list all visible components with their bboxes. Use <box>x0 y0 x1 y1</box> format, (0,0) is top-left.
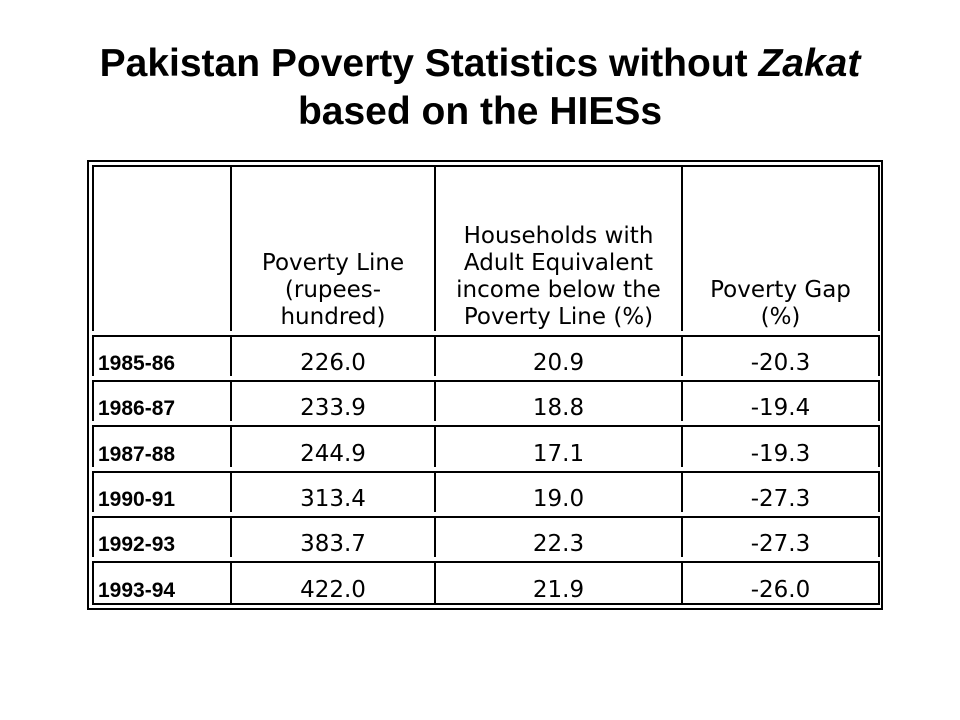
table-body: 1985-86 226.0 20.9 -20.3 1986-87 233.9 18.8 -19… <box>92 331 880 605</box>
households-below-line-cell: 17.1 <box>434 425 681 467</box>
header-poverty-line: Poverty Line (rupees-hundred) <box>230 165 434 331</box>
header-poverty-gap: Poverty Gap (%) <box>681 165 880 331</box>
table-row: 1993-94 422.0 21.9 -26.0 <box>92 560 880 605</box>
households-below-line-cell: 18.8 <box>434 380 681 422</box>
poverty-gap-cell: -19.4 <box>681 380 880 422</box>
poverty-line-cell: 244.9 <box>230 425 434 467</box>
header-households-below-line: Households with Adult Equivalent income … <box>434 165 681 331</box>
table-row: 1990-91 313.4 19.0 -27.3 <box>92 470 880 512</box>
table-row: 1985-86 226.0 20.9 -20.3 <box>92 335 880 377</box>
households-below-line-cell: 22.3 <box>434 515 681 557</box>
poverty-line-cell: 313.4 <box>230 470 434 512</box>
header-year-cell <box>92 165 230 331</box>
year-cell: 1986-87 <box>92 380 230 422</box>
poverty-line-cell: 422.0 <box>230 560 434 605</box>
poverty-gap-cell: -26.0 <box>681 560 880 605</box>
poverty-gap-cell: -20.3 <box>681 335 880 377</box>
table-frame: Poverty Line (rupees-hundred) Households… <box>87 160 883 610</box>
poverty-line-cell: 226.0 <box>230 335 434 377</box>
poverty-line-cell: 383.7 <box>230 515 434 557</box>
poverty-gap-cell: -27.3 <box>681 515 880 557</box>
title-italic-word: Zakat <box>758 42 861 85</box>
title-line-2: based on the HIESs <box>297 90 663 133</box>
poverty-line-cell: 233.9 <box>230 380 434 422</box>
header-row: Poverty Line (rupees-hundred) Households… <box>92 165 880 331</box>
poverty-gap-cell: -27.3 <box>681 470 880 512</box>
year-cell: 1987-88 <box>92 425 230 467</box>
table-row: 1992-93 383.7 22.3 -27.3 <box>92 515 880 557</box>
year-cell: 1993-94 <box>92 560 230 605</box>
title-line-1-text: Pakistan Poverty Statistics without <box>99 42 759 85</box>
households-below-line-cell: 19.0 <box>434 470 681 512</box>
poverty-gap-cell: -19.3 <box>681 425 880 467</box>
slide-title: Pakistan Poverty Statistics without Zaka… <box>0 40 960 136</box>
table-row: 1987-88 244.9 17.1 -19.3 <box>92 425 880 467</box>
year-cell: 1985-86 <box>92 335 230 377</box>
households-below-line-cell: 20.9 <box>434 335 681 377</box>
households-below-line-cell: 21.9 <box>434 560 681 605</box>
year-cell: 1990-91 <box>92 470 230 512</box>
year-cell: 1992-93 <box>92 515 230 557</box>
table-row: 1986-87 233.9 18.8 -19.4 <box>92 380 880 422</box>
poverty-statistics-table: Poverty Line (rupees-hundred) Households… <box>92 165 880 605</box>
title-line-1: Pakistan Poverty Statistics without Zaka… <box>0 40 960 88</box>
